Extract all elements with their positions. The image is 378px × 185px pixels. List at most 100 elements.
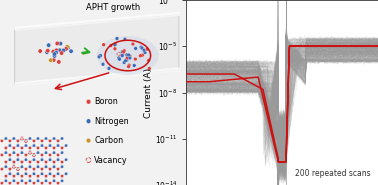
Circle shape — [132, 64, 136, 67]
Circle shape — [58, 41, 63, 46]
Circle shape — [4, 151, 8, 154]
Circle shape — [51, 49, 56, 54]
Circle shape — [48, 158, 51, 161]
Circle shape — [125, 58, 129, 62]
Circle shape — [33, 158, 36, 161]
Circle shape — [56, 144, 60, 147]
Circle shape — [113, 47, 117, 51]
Circle shape — [16, 172, 19, 175]
Circle shape — [128, 56, 132, 60]
Circle shape — [131, 42, 135, 46]
Circle shape — [12, 151, 15, 154]
Circle shape — [16, 182, 19, 185]
Circle shape — [125, 53, 129, 57]
Circle shape — [16, 144, 19, 147]
Circle shape — [20, 146, 23, 149]
Circle shape — [28, 165, 31, 168]
Text: Carbon: Carbon — [94, 136, 124, 145]
Circle shape — [53, 165, 56, 168]
Circle shape — [8, 167, 11, 171]
Circle shape — [46, 43, 51, 47]
Circle shape — [57, 60, 61, 64]
Circle shape — [102, 43, 105, 46]
Circle shape — [69, 49, 73, 53]
Circle shape — [36, 160, 40, 164]
Circle shape — [60, 165, 64, 168]
Circle shape — [56, 167, 60, 171]
Circle shape — [8, 172, 11, 175]
Circle shape — [126, 54, 130, 58]
Circle shape — [143, 51, 147, 54]
Circle shape — [56, 182, 60, 185]
Circle shape — [45, 160, 48, 164]
Circle shape — [122, 61, 126, 64]
Circle shape — [45, 50, 49, 54]
Circle shape — [59, 51, 64, 55]
Circle shape — [36, 174, 40, 178]
Circle shape — [60, 151, 64, 154]
Circle shape — [33, 172, 36, 175]
Circle shape — [16, 158, 19, 161]
Circle shape — [12, 146, 15, 149]
Circle shape — [65, 158, 68, 161]
Circle shape — [38, 49, 42, 53]
Circle shape — [45, 165, 48, 168]
Circle shape — [60, 160, 64, 164]
Circle shape — [20, 165, 23, 168]
Text: 200 repeated scans: 200 repeated scans — [295, 169, 370, 178]
Circle shape — [20, 160, 23, 164]
Circle shape — [121, 50, 124, 54]
Circle shape — [125, 56, 129, 60]
Circle shape — [147, 67, 151, 70]
Circle shape — [124, 59, 127, 63]
Circle shape — [24, 167, 28, 171]
Circle shape — [122, 50, 125, 53]
Circle shape — [48, 153, 51, 157]
Circle shape — [28, 160, 31, 164]
Circle shape — [8, 144, 11, 147]
Y-axis label: Current (A): Current (A) — [144, 68, 153, 117]
Circle shape — [53, 54, 57, 58]
Circle shape — [16, 153, 19, 157]
Circle shape — [12, 179, 15, 182]
Circle shape — [133, 57, 137, 61]
Circle shape — [127, 53, 130, 57]
Circle shape — [8, 182, 11, 185]
Circle shape — [66, 45, 70, 50]
Circle shape — [60, 179, 64, 182]
Circle shape — [4, 165, 8, 168]
Circle shape — [20, 174, 23, 178]
Circle shape — [55, 41, 59, 46]
Circle shape — [56, 153, 60, 157]
Circle shape — [45, 179, 48, 182]
Circle shape — [48, 167, 51, 171]
Circle shape — [45, 146, 48, 149]
Circle shape — [8, 139, 11, 142]
Circle shape — [56, 158, 60, 161]
Circle shape — [118, 57, 121, 61]
Circle shape — [65, 172, 68, 175]
Circle shape — [54, 48, 59, 53]
Polygon shape — [15, 15, 179, 85]
Circle shape — [40, 153, 43, 157]
Circle shape — [86, 50, 89, 53]
Circle shape — [65, 144, 68, 147]
Text: Nitrogen: Nitrogen — [94, 117, 129, 126]
Circle shape — [24, 144, 28, 147]
Circle shape — [53, 50, 57, 54]
Circle shape — [0, 153, 3, 157]
Circle shape — [82, 52, 85, 55]
Circle shape — [109, 44, 113, 47]
Circle shape — [45, 137, 48, 140]
Circle shape — [36, 165, 40, 168]
Circle shape — [65, 45, 70, 49]
Circle shape — [48, 182, 51, 185]
Circle shape — [28, 174, 31, 178]
Circle shape — [117, 56, 121, 60]
Text: Vacancy: Vacancy — [94, 156, 128, 164]
Circle shape — [128, 54, 132, 58]
Ellipse shape — [97, 36, 159, 75]
Circle shape — [36, 179, 40, 182]
Circle shape — [60, 146, 64, 149]
Circle shape — [40, 172, 43, 175]
